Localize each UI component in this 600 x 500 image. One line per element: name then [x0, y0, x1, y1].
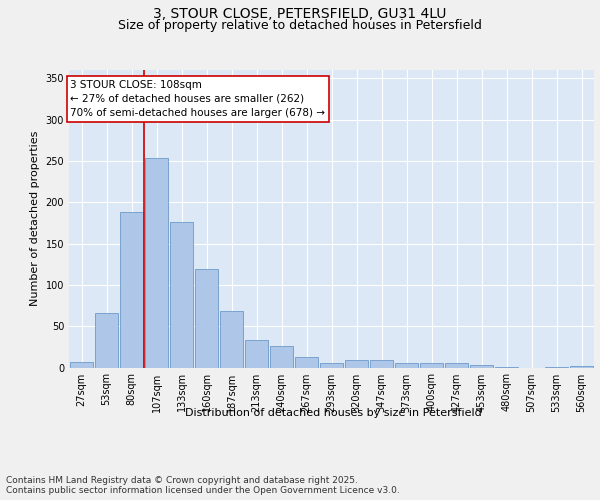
- Bar: [145, 158, 169, 368]
- Text: Distribution of detached houses by size in Petersfield: Distribution of detached houses by size …: [185, 408, 481, 418]
- Bar: [245, 340, 268, 367]
- Text: 3 STOUR CLOSE: 108sqm
← 27% of detached houses are smaller (262)
70% of semi-det: 3 STOUR CLOSE: 108sqm ← 27% of detached …: [70, 80, 325, 118]
- Bar: [320, 364, 343, 368]
- Bar: [220, 312, 244, 368]
- Bar: [344, 360, 368, 368]
- Bar: [470, 365, 493, 368]
- Bar: [419, 364, 443, 368]
- Text: Size of property relative to detached houses in Petersfield: Size of property relative to detached ho…: [118, 19, 482, 32]
- Bar: [95, 313, 118, 368]
- Bar: [194, 269, 218, 368]
- Bar: [70, 362, 94, 368]
- Bar: [445, 364, 469, 368]
- Bar: [295, 357, 319, 368]
- Bar: [119, 212, 143, 368]
- Bar: [545, 366, 568, 368]
- Text: 3, STOUR CLOSE, PETERSFIELD, GU31 4LU: 3, STOUR CLOSE, PETERSFIELD, GU31 4LU: [154, 8, 446, 22]
- Y-axis label: Number of detached properties: Number of detached properties: [30, 131, 40, 306]
- Bar: [370, 360, 394, 368]
- Bar: [569, 366, 593, 368]
- Bar: [170, 222, 193, 368]
- Bar: [395, 364, 418, 368]
- Text: Contains HM Land Registry data © Crown copyright and database right 2025.
Contai: Contains HM Land Registry data © Crown c…: [6, 476, 400, 495]
- Bar: [269, 346, 293, 368]
- Bar: [494, 366, 518, 368]
